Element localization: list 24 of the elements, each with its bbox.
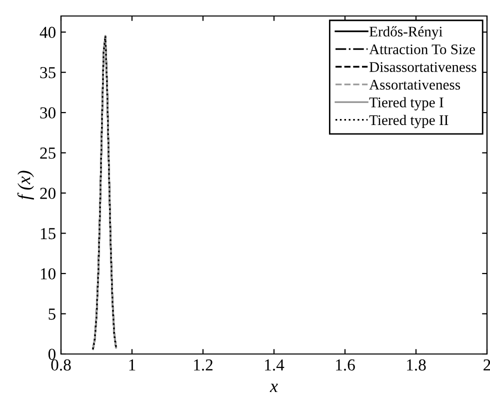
- legend-label: Erdős-Rényi: [369, 26, 442, 40]
- x-tick-label: 0.8: [51, 359, 71, 371]
- y-axis-title: f (x): [17, 170, 34, 200]
- y-tick-label: 10: [40, 268, 56, 280]
- legend-label: Tiered type I: [369, 97, 444, 110]
- y-tick-label: 5: [48, 308, 56, 320]
- y-tick-label: 0: [48, 348, 56, 360]
- y-tick-label: 15: [40, 228, 56, 240]
- y-tick-label: 25: [40, 148, 56, 159]
- y-tick-label: 35: [40, 67, 56, 78]
- y-tick-label: 20: [40, 188, 56, 199]
- x-tick-label: 2: [484, 359, 490, 370]
- x-tick-label: 1.4: [265, 359, 284, 371]
- x-axis-title: x: [270, 384, 278, 392]
- legend-label: Tiered type II: [369, 114, 448, 128]
- y-tick-label: 40: [40, 26, 56, 38]
- legend-label: Attraction To Size: [369, 44, 475, 54]
- x-tick-label: 1: [129, 359, 136, 370]
- legend-label: Disassortativeness: [369, 62, 476, 72]
- y-tick-label: 30: [40, 107, 56, 119]
- x-tick-label: 1.6: [336, 359, 355, 371]
- legend-label: Assortativeness: [369, 80, 460, 90]
- x-tick-label: 1.8: [407, 359, 426, 371]
- x-tick-label: 1.2: [194, 359, 212, 371]
